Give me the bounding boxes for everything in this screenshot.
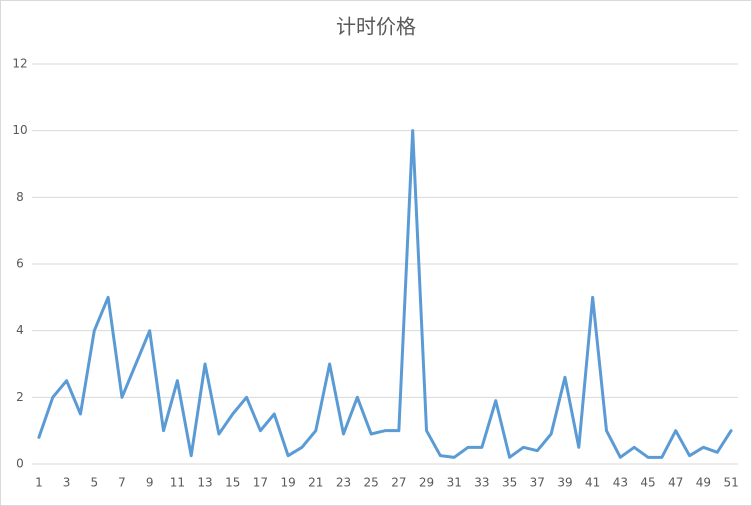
- x-tick-label: 21: [308, 476, 323, 490]
- x-tick-label: 13: [197, 476, 212, 490]
- x-tick-label: 11: [170, 476, 185, 490]
- x-tick-label: 25: [364, 476, 379, 490]
- data-line: [37, 129, 733, 459]
- x-tick-label: 37: [530, 476, 545, 490]
- x-tick-label: 17: [253, 476, 268, 490]
- x-tick-label: 31: [447, 476, 462, 490]
- x-tick-label: 15: [225, 476, 240, 490]
- x-tick-label: 19: [280, 476, 295, 490]
- x-tick-label: 23: [336, 476, 351, 490]
- x-tick-label: 3: [63, 476, 71, 490]
- x-tick-label: 9: [146, 476, 154, 490]
- x-tick-label: 39: [557, 476, 572, 490]
- x-tick-label: 1: [35, 476, 43, 490]
- x-tick-label: 43: [613, 476, 628, 490]
- x-tick-label: 33: [474, 476, 489, 490]
- x-tick-label: 41: [585, 476, 600, 490]
- x-tick-label: 29: [419, 476, 434, 490]
- x-tick-label: 35: [502, 476, 517, 490]
- x-tick-label: 27: [391, 476, 406, 490]
- x-tick-label: 5: [90, 476, 98, 490]
- y-tick-label: 8: [16, 190, 24, 204]
- x-tick-label: 51: [723, 476, 738, 490]
- x-tick-label: 7: [118, 476, 126, 490]
- chart-title: 计时价格: [336, 15, 416, 39]
- y-tick-label: 10: [12, 123, 27, 137]
- y-tick-label: 6: [16, 257, 24, 271]
- x-tick-label: 47: [668, 476, 683, 490]
- y-tick-label: 4: [16, 323, 24, 337]
- y-tick-label: 2: [16, 390, 24, 404]
- x-tick-label: 49: [696, 476, 711, 490]
- x-tick-label: 45: [640, 476, 655, 490]
- y-tick-label: 0: [16, 457, 24, 471]
- y-tick-label: 12: [12, 57, 27, 71]
